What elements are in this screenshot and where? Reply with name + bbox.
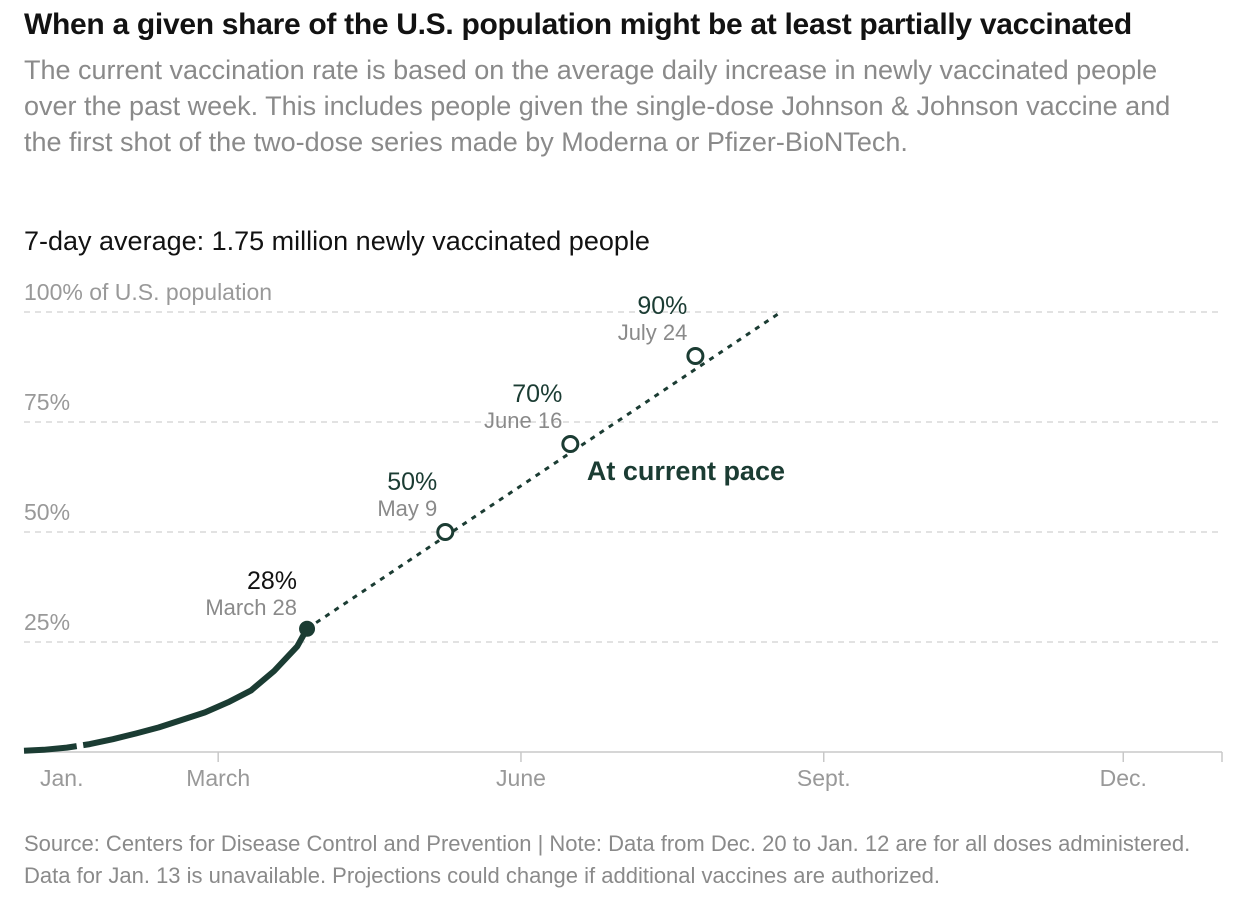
actual-line-segment-1 — [23, 743, 78, 754]
label-layer: 100% of U.S. population 75% 50% 25% Jan. Marc… — [24, 279, 1147, 791]
series-label: 7-day average: 1.75 million newly vaccin… — [24, 226, 650, 256]
line-layer — [23, 310, 782, 754]
actual-line-segment-2 — [82, 627, 310, 749]
projection-series-label: At current pace — [587, 456, 785, 486]
label-90-percent: 90% — [637, 292, 687, 320]
x-axis — [24, 751, 1223, 762]
label-50-date: May 9 — [377, 496, 437, 521]
y-tick-label-50: 50% — [24, 499, 70, 525]
y-tick-label-25: 25% — [24, 609, 70, 635]
label-70-date: June 16 — [484, 408, 562, 433]
x-tick-label-dec: Dec. — [1100, 765, 1147, 791]
marker-90-percent — [686, 347, 705, 365]
label-28-date: March 28 — [205, 595, 297, 620]
projection-line — [306, 310, 782, 631]
grid-layer — [24, 311, 1222, 643]
chart-subtitle: The current vaccination rate is based on… — [24, 55, 1171, 157]
label-90-date: July 24 — [618, 320, 688, 345]
source-note: Source: Centers for Disease Control and … — [24, 831, 1191, 888]
label-50-percent: 50% — [387, 468, 437, 496]
y-tick-label-75: 75% — [24, 389, 70, 415]
x-tick-label-sept: Sept. — [797, 765, 851, 791]
marker-50-percent — [436, 523, 455, 541]
x-tick-label-june: June — [496, 765, 546, 791]
y-tick-label-100: 100% of U.S. population — [24, 279, 272, 305]
label-28-percent: 28% — [247, 567, 297, 595]
x-tick-label-march: March — [186, 765, 250, 791]
label-70-percent: 70% — [512, 380, 562, 408]
chart-title: When a given share of the U.S. populatio… — [24, 8, 1132, 41]
vaccination-chart: 100% of U.S. population 75% 50% 25% Jan. Marc… — [23, 279, 1223, 791]
marker-70-percent — [561, 435, 580, 453]
marker-28-percent — [299, 620, 316, 637]
marker-layer — [299, 347, 705, 637]
x-tick-label-jan: Jan. — [40, 765, 83, 791]
